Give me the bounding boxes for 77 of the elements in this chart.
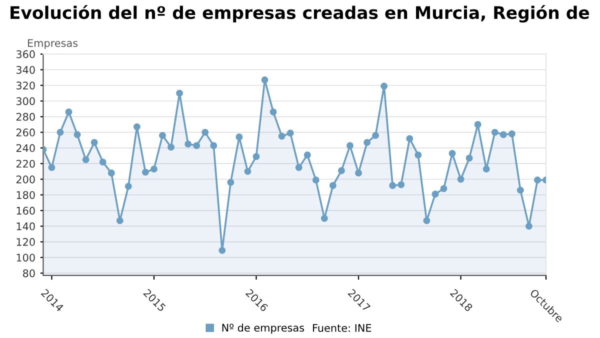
y-tick-label: 120 (16, 238, 35, 246)
chart-title: Evolución del nº de empresas creadas en Murcia, Región de (10, 5, 590, 23)
point (82, 156, 90, 164)
point (116, 217, 124, 224)
y-tick-label: 140 (16, 222, 35, 230)
y-tick-label: 340 (16, 66, 35, 74)
point (218, 246, 226, 254)
point (133, 123, 140, 130)
point (74, 131, 81, 138)
point (150, 166, 158, 173)
point (448, 150, 456, 157)
point (261, 76, 268, 84)
point (389, 182, 396, 189)
point (108, 170, 115, 176)
point (355, 170, 362, 176)
point (168, 144, 175, 151)
point (90, 139, 98, 146)
point (252, 153, 260, 160)
point (124, 182, 132, 190)
y-tick-label: 220 (16, 160, 35, 168)
source-note: Fuente: INE (313, 324, 372, 332)
point (406, 135, 414, 142)
point (210, 142, 218, 150)
y-axis-title: Empresas (28, 39, 78, 50)
y-tick-label: 160 (16, 206, 35, 215)
y-tick-label: 260 (16, 128, 35, 136)
point (295, 164, 302, 171)
point (304, 152, 311, 158)
point (508, 130, 516, 138)
point (270, 108, 277, 116)
y-tick-label: 360 (16, 50, 35, 58)
point (202, 128, 209, 136)
point (414, 152, 422, 158)
point (525, 222, 532, 230)
y-tick-label: 320 (16, 82, 35, 90)
y-tick-label: 200 (16, 175, 35, 184)
point (236, 134, 243, 140)
point (142, 168, 149, 176)
point (500, 131, 507, 138)
point (440, 185, 448, 192)
point (474, 121, 482, 128)
point (320, 214, 328, 222)
point (227, 178, 234, 186)
point (534, 176, 541, 184)
point (329, 182, 336, 189)
point (286, 130, 294, 137)
point (48, 164, 56, 171)
point (491, 128, 498, 136)
point (99, 158, 106, 166)
y-tick-label: 300 (16, 97, 35, 106)
point (380, 82, 388, 90)
y-tick-label: 280 (16, 112, 35, 121)
point (466, 154, 473, 162)
point (516, 186, 524, 194)
point (184, 140, 192, 148)
y-tick-label: 100 (16, 254, 35, 262)
point (364, 139, 371, 146)
point (398, 181, 405, 188)
point (338, 167, 345, 174)
point (244, 168, 252, 175)
point (346, 142, 354, 150)
point (193, 142, 200, 150)
point (159, 132, 166, 139)
y-tick-label: 240 (16, 144, 35, 152)
point (65, 108, 72, 116)
point (457, 176, 464, 183)
point (432, 190, 439, 198)
point (423, 217, 430, 224)
y-tick-label: 80 (23, 269, 35, 278)
y-tick-label: 180 (16, 191, 35, 199)
point (176, 90, 184, 97)
point (312, 176, 320, 184)
point (482, 166, 490, 173)
point (278, 132, 286, 140)
point (372, 132, 380, 139)
point (56, 128, 64, 136)
legend-label: Nº de empresas (222, 324, 304, 334)
